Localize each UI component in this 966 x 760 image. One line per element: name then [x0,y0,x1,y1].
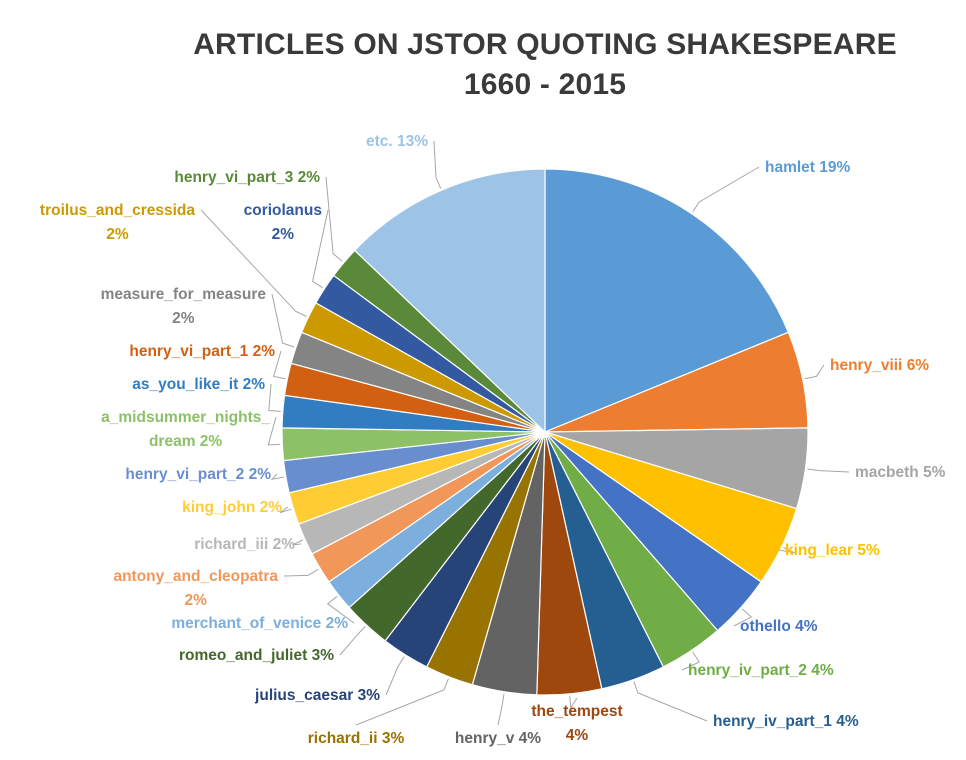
leader-line [272,350,286,380]
slice-label-richard-iii: richard_iii 2% [194,536,295,553]
leader-lines [200,140,850,726]
slice-label-king-john: king_john 2% [182,499,282,516]
pie-slice-hamlet [544,168,790,433]
slice-label-the-tempest: the_tempest 4% [531,703,622,744]
slice-label-merchant-of-venice: merchant_of_venice 2% [171,615,348,632]
leader-line [268,383,281,412]
slice-label-a-midsummer-nights-dream: a_midsummer_nights_ dream 2% [101,409,270,450]
leader-line [267,416,281,446]
slice-label-coriolanus: coriolanus 2% [244,202,322,243]
leader-line [569,695,578,710]
leader-line [312,209,329,289]
slice-label-julius-caesar: julius_caesar 3% [254,687,380,704]
slice-label-henry-vi-part-1: henry_vi_part_1 2% [129,343,275,360]
leader-line [325,176,343,262]
leader-line [271,293,295,348]
leader-line [200,209,307,317]
slice-label-henry-v: henry_v 4% [455,730,541,747]
slice-label-troilus-and-cressida: troilus_and_cressida 2% [40,202,195,243]
pie-slices [281,168,809,696]
slice-label-king-lear: king_lear 5% [785,542,880,559]
slice-label-henry-viii: henry_viii 6% [830,357,929,374]
leader-line [692,166,760,213]
leader-line [355,678,449,726]
slice-label-romeo-and-juliet: romeo_and_juliet 3% [179,647,334,664]
leader-line [497,693,505,726]
leader-line [807,468,850,473]
leader-line [733,608,753,627]
leader-line [279,506,292,514]
leader-line [291,539,304,546]
slice-label-othello: othello 4% [740,618,818,635]
slice-label-henry-vi-part-2: henry_vi_part_2 2% [125,466,271,483]
leader-line [433,140,442,189]
leader-line [270,473,284,480]
slice-label-macbeth: macbeth 5% [855,464,946,481]
leader-line [778,547,795,554]
leader-line [283,568,319,577]
slice-label-etc: etc. 13% [366,133,428,150]
slice-label-measure-for-measure: measure_for_measure 2% [101,286,267,327]
slice-label-as-you-like-it: as_you_like_it 2% [132,376,265,393]
leader-line [804,364,825,380]
slice-label-hamlet: hamlet 19% [765,159,851,176]
leader-line [633,681,708,722]
leader-line [339,626,366,656]
slice-label-richard-ii: richard_ii 3% [308,730,405,747]
slice-labels: hamlet 19% henry_viii 6% macbeth 5% king_le… [40,133,946,747]
leader-line [385,656,405,696]
slice-label-antony-and-cleopatra: antony_and_cleopatra 2% [113,568,278,609]
slice-label-henry-iv-part-1: henry_iv_part_1 4% [713,713,859,730]
chart-title: ARTICLES ON JSTOR QUOTING SHAKESPEARE [193,28,897,61]
chart-subtitle: 1660 - 2015 [463,68,627,101]
leader-line [326,595,355,624]
slice-label-henry-vi-part-3: henry_vi_part_3 2% [174,169,320,186]
leader-line [681,651,701,671]
slice-label-henry-iv-part-2: henry_iv_part_2 4% [688,662,834,679]
pie-slice-etc [353,168,546,434]
